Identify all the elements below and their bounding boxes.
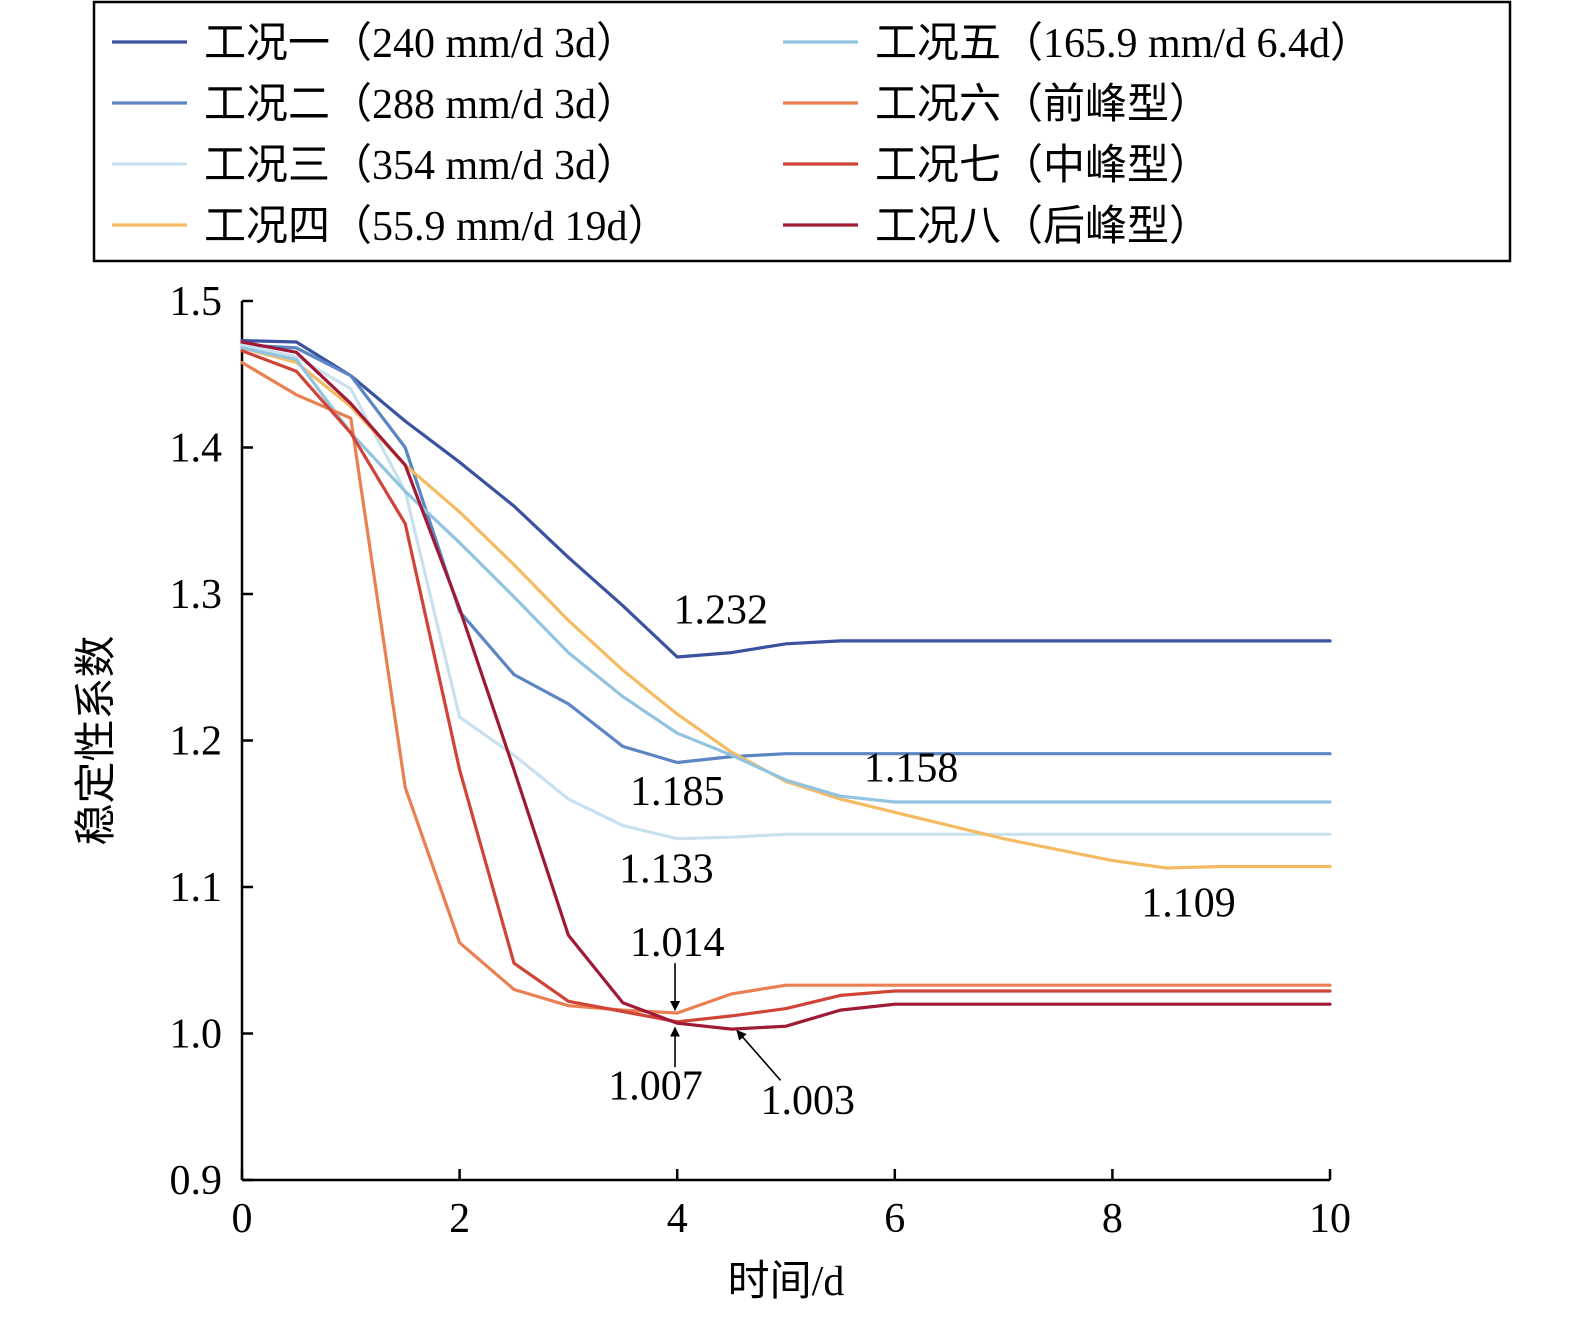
y-tick-label: 0.9 <box>170 1158 223 1204</box>
x-tick-label: 0 <box>232 1196 253 1242</box>
y-tick-label: 1.1 <box>170 865 223 911</box>
x-tick-label: 2 <box>449 1196 470 1242</box>
legend-label-5: 工况五（165.9 mm/d 6.4d） <box>875 21 1372 67</box>
series-line-2 <box>240 343 1332 765</box>
series-line-5 <box>240 346 1332 804</box>
series-line-8 <box>240 340 1332 1031</box>
legend-label-4: 工况四（55.9 mm/d 19d） <box>204 204 670 250</box>
legend-label-7: 工况七（中峰型） <box>875 143 1211 189</box>
annotation-4: 1.133 <box>619 847 714 893</box>
y-tick-label: 1.5 <box>170 279 223 325</box>
annotation-arrow-3 <box>736 1029 782 1081</box>
x-axis-title: 时间/d <box>728 1259 845 1305</box>
y-tick-label: 1.4 <box>170 426 223 472</box>
x-tick-label: 8 <box>1102 1196 1123 1242</box>
series-line-3 <box>240 343 1332 841</box>
legend-label-8: 工况八（后峰型） <box>875 204 1211 250</box>
annotation-8: 1.003 <box>761 1078 856 1124</box>
series-line-1 <box>240 339 1332 659</box>
annotation-3: 1.158 <box>864 746 959 792</box>
x-tick-label: 4 <box>667 1196 688 1242</box>
y-tick-label: 1.2 <box>170 719 223 765</box>
series-layer <box>240 339 1332 1031</box>
x-tick-label: 6 <box>884 1196 905 1242</box>
x-tick-label: 10 <box>1309 1196 1351 1242</box>
y-tick-label: 1.0 <box>170 1012 223 1058</box>
annotation-1: 1.232 <box>673 587 768 633</box>
annotation-layer: 1.232 1.185 1.158 1.133 1.109 1.014 1.007 1.003 <box>608 587 1236 1124</box>
legend-label-2: 工况二（288 mm/d 3d） <box>204 82 638 128</box>
legend: 工况一（240 mm/d 3d） 工况二（288 mm/d 3d） 工况三（354 … <box>112 21 1372 250</box>
y-tick-label: 1.3 <box>170 572 223 618</box>
legend-box <box>92 0 1512 263</box>
annotation-6: 1.014 <box>630 920 725 966</box>
legend-label-3: 工况三（354 mm/d 3d） <box>204 143 638 189</box>
annotation-2: 1.185 <box>630 769 725 815</box>
y-axis-title: 稳定性系数 <box>73 635 120 845</box>
axes: 0 2 4 6 8 10 0.9 1.0 1.1 1.2 1.3 1.4 1.5 时间/d 稳定性系数 <box>73 279 1351 1305</box>
annotation-5: 1.109 <box>1141 880 1236 926</box>
legend-label-1: 工况一（240 mm/d 3d） <box>204 21 638 67</box>
annotation-7: 1.007 <box>608 1063 703 1109</box>
legend-label-6: 工况六（前峰型） <box>875 82 1211 128</box>
